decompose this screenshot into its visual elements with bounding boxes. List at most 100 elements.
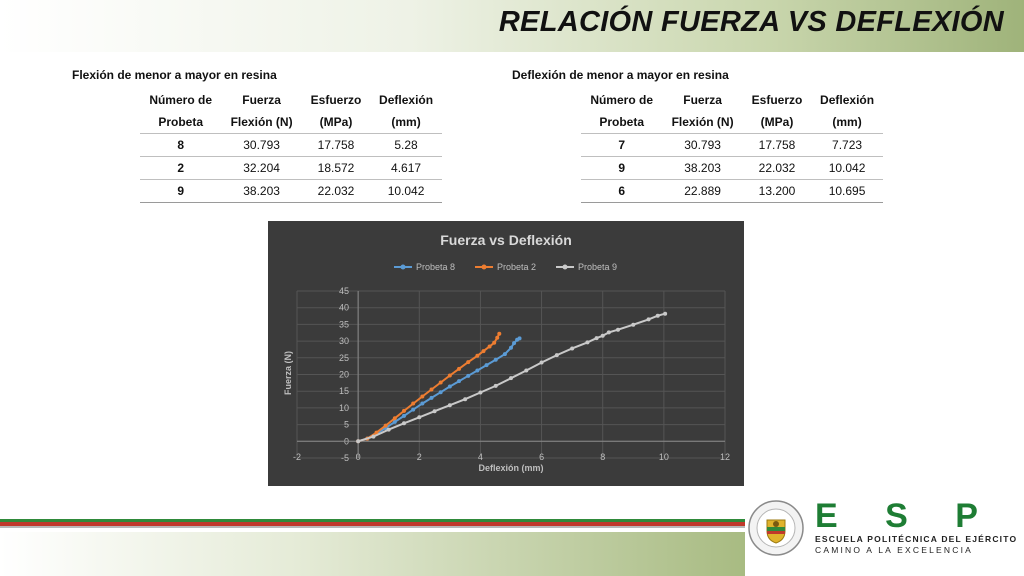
table-row: 2 32.204 18.572 4.617 xyxy=(140,156,442,180)
series-line xyxy=(357,333,501,443)
table-cell: 8 xyxy=(140,133,222,157)
chart-svg: Fuerza vs Deflexión -5051015202530354045… xyxy=(283,232,730,473)
legend-marker xyxy=(400,264,406,270)
data-point xyxy=(487,344,492,349)
table-cell: 38.203 xyxy=(662,156,743,180)
x-tick-label: 6 xyxy=(539,452,544,462)
chart-grid xyxy=(296,290,726,459)
table-cell: 6 xyxy=(581,179,663,203)
logo-institution-name: ESCUELA POLITÉCNICA DEL EJÉRCITO xyxy=(815,534,1018,544)
footer-band xyxy=(0,532,745,576)
series-line xyxy=(357,312,666,443)
data-point xyxy=(493,383,498,388)
table-cell: 10.042 xyxy=(370,179,442,203)
y-tick-label: 25 xyxy=(339,353,349,363)
legend-entry: Probeta 8 xyxy=(416,262,455,272)
table-header-row: Número de Fuerza Esfuerzo Deflexión xyxy=(581,89,883,111)
column-header: Esfuerzo xyxy=(310,93,362,107)
data-point xyxy=(655,313,660,318)
series-probeta-2 xyxy=(356,331,502,444)
table-row: 7 30.793 17.758 7.723 xyxy=(581,133,883,157)
column-header: Deflexión xyxy=(379,93,434,107)
data-point xyxy=(402,413,406,418)
data-point xyxy=(512,341,517,346)
table-cell: 30.793 xyxy=(221,133,302,157)
data-point xyxy=(585,340,590,345)
column-header: (mm) xyxy=(811,111,883,134)
data-point xyxy=(481,349,486,354)
table-cell: 22.032 xyxy=(742,156,812,180)
data-point xyxy=(478,390,483,395)
table-cell: 17.758 xyxy=(742,133,812,157)
table-cell: 32.204 xyxy=(221,156,302,180)
table-cell: 5.28 xyxy=(370,133,442,157)
table-cell: 22.032 xyxy=(301,179,371,203)
column-header: (MPa) xyxy=(301,111,371,134)
data-point xyxy=(600,333,605,338)
data-point xyxy=(447,373,452,378)
data-point xyxy=(402,421,406,426)
series-probeta-9 xyxy=(356,311,668,444)
data-point xyxy=(517,336,522,341)
data-point xyxy=(417,415,422,420)
left-table-heading: Flexión de menor a mayor en resina xyxy=(72,68,277,82)
data-point xyxy=(356,439,361,444)
data-point xyxy=(509,376,513,381)
data-point xyxy=(386,427,391,432)
data-point xyxy=(371,434,376,439)
column-header: Flexión (N) xyxy=(221,111,302,134)
column-header: Deflexión xyxy=(820,93,875,107)
table-cell: 22.889 xyxy=(662,179,743,203)
header-band xyxy=(0,0,1024,52)
table-cell: 7 xyxy=(581,133,663,157)
data-point xyxy=(475,353,480,358)
chart-legend: Probeta 8 Probeta 2 Probeta 9 xyxy=(394,262,617,272)
table-row: 6 22.889 13.200 10.695 xyxy=(581,179,883,203)
data-point xyxy=(466,360,471,365)
legend-entry: Probeta 9 xyxy=(578,262,617,272)
y-tick-label: 5 xyxy=(344,420,349,430)
data-point xyxy=(447,403,452,408)
data-point xyxy=(524,368,529,373)
y-axis-label: Fuerza (N) xyxy=(283,351,293,395)
table-cell: 13.200 xyxy=(742,179,812,203)
column-header: Fuerza xyxy=(242,93,281,107)
data-point xyxy=(457,366,462,371)
x-tick-label: -2 xyxy=(293,452,301,462)
y-tick-label: 35 xyxy=(339,319,349,329)
table-cell: 17.758 xyxy=(301,133,371,157)
data-point xyxy=(392,416,397,421)
table-cell: 18.572 xyxy=(301,156,371,180)
series-probeta-8 xyxy=(356,336,522,444)
x-tick-label: 12 xyxy=(720,452,730,462)
y-tick-label: 45 xyxy=(339,286,349,296)
column-header: Fuerza xyxy=(683,93,722,107)
column-header: Número de xyxy=(149,93,212,107)
data-point xyxy=(411,401,416,406)
data-point xyxy=(495,335,500,340)
data-point xyxy=(570,346,575,351)
data-point xyxy=(606,330,611,335)
table-cell: 10.695 xyxy=(811,179,883,203)
table-cell: 2 xyxy=(140,156,222,180)
x-tick-label: 2 xyxy=(417,452,422,462)
footer-stripes xyxy=(0,519,745,531)
y-tick-label: 40 xyxy=(339,303,349,313)
data-point xyxy=(438,380,443,385)
table-header-row: Número de Fuerza Esfuerzo Deflexión xyxy=(140,89,442,111)
data-point xyxy=(493,357,498,362)
espe-logo: E S P E ESCUELA POLITÉCNICA DEL EJÉRCITO… xyxy=(815,498,1024,558)
table-header-row: Probeta Flexión (N) (MPa) (mm) xyxy=(581,111,883,134)
table-cell: 30.793 xyxy=(662,133,743,157)
y-tick-label: 10 xyxy=(339,403,349,413)
chart-series xyxy=(356,311,668,444)
column-header: Probeta xyxy=(581,111,663,134)
x-tick-label: 8 xyxy=(600,452,605,462)
y-tick-label: 20 xyxy=(339,370,349,380)
data-point xyxy=(646,317,651,322)
column-header: (MPa) xyxy=(742,111,812,134)
data-point xyxy=(463,397,468,402)
table-cell: 7.723 xyxy=(811,133,883,157)
table-row: 8 30.793 17.758 5.28 xyxy=(140,133,442,157)
